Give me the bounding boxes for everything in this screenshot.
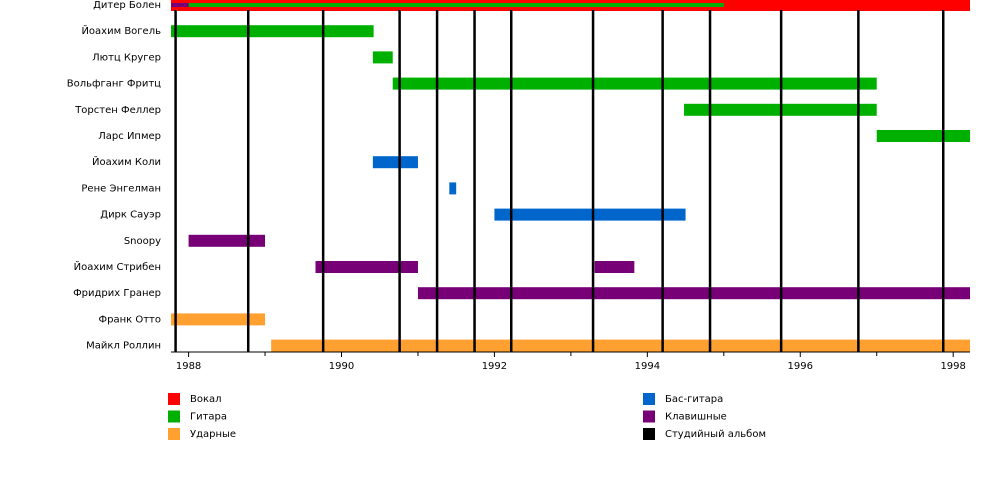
- legend-swatch: [643, 428, 655, 440]
- bar: [417, 287, 970, 300]
- row-label: Вольфганг Фритц: [67, 79, 161, 90]
- legend-label: Вокал: [190, 394, 222, 405]
- bar: [876, 130, 970, 142]
- bar: [449, 182, 457, 195]
- row-label: Торстен Феллер: [74, 105, 161, 116]
- x-tick-label: 1988: [176, 361, 201, 372]
- row-label: Майкл Роллин: [86, 341, 161, 352]
- legend-swatch: [168, 428, 180, 440]
- bar: [171, 25, 374, 38]
- bar: [392, 77, 877, 90]
- legend-swatch: [643, 410, 655, 423]
- bar: [494, 208, 686, 221]
- row-label: Йоахим Вогель: [81, 24, 161, 37]
- row-label: Ларс Ипмер: [98, 131, 161, 142]
- row-label: Дирк Сауэр: [100, 210, 161, 221]
- row-label: Франк Отто: [99, 314, 161, 325]
- legend-swatch: [643, 393, 655, 405]
- bar: [594, 261, 635, 273]
- legend-swatch: [168, 410, 180, 423]
- legend-label: Бас-гитара: [665, 394, 723, 405]
- row-label: Рене Энгелман: [81, 183, 161, 194]
- x-tick-label: 1998: [940, 361, 965, 372]
- legend-label: Гитара: [190, 412, 227, 423]
- bar: [171, 3, 189, 7]
- x-tick-label: 1992: [482, 361, 507, 372]
- x-tick-label: 1996: [788, 361, 813, 372]
- row-label: Йоахим Стрибен: [74, 260, 161, 273]
- legend-label: Студийный альбом: [665, 429, 766, 440]
- legend-label: Ударные: [190, 429, 236, 440]
- legend-swatch: [168, 393, 180, 405]
- legend-label: Клавишные: [665, 412, 727, 423]
- x-tick-label: 1990: [329, 361, 354, 372]
- bar: [171, 313, 266, 326]
- row-label: Фридрих Гранер: [73, 288, 161, 299]
- bar: [188, 3, 724, 7]
- bar: [372, 156, 418, 169]
- bar: [271, 339, 970, 352]
- row-label: Snoopy: [124, 236, 161, 247]
- x-tick-label: 1994: [635, 361, 660, 372]
- bar: [372, 51, 393, 64]
- bar: [315, 261, 418, 273]
- row-label: Лютц Кругер: [92, 52, 161, 63]
- bar: [188, 234, 266, 247]
- row-label: Дитер Болен: [93, 0, 161, 11]
- row-label: Йоахим Коли: [92, 155, 161, 168]
